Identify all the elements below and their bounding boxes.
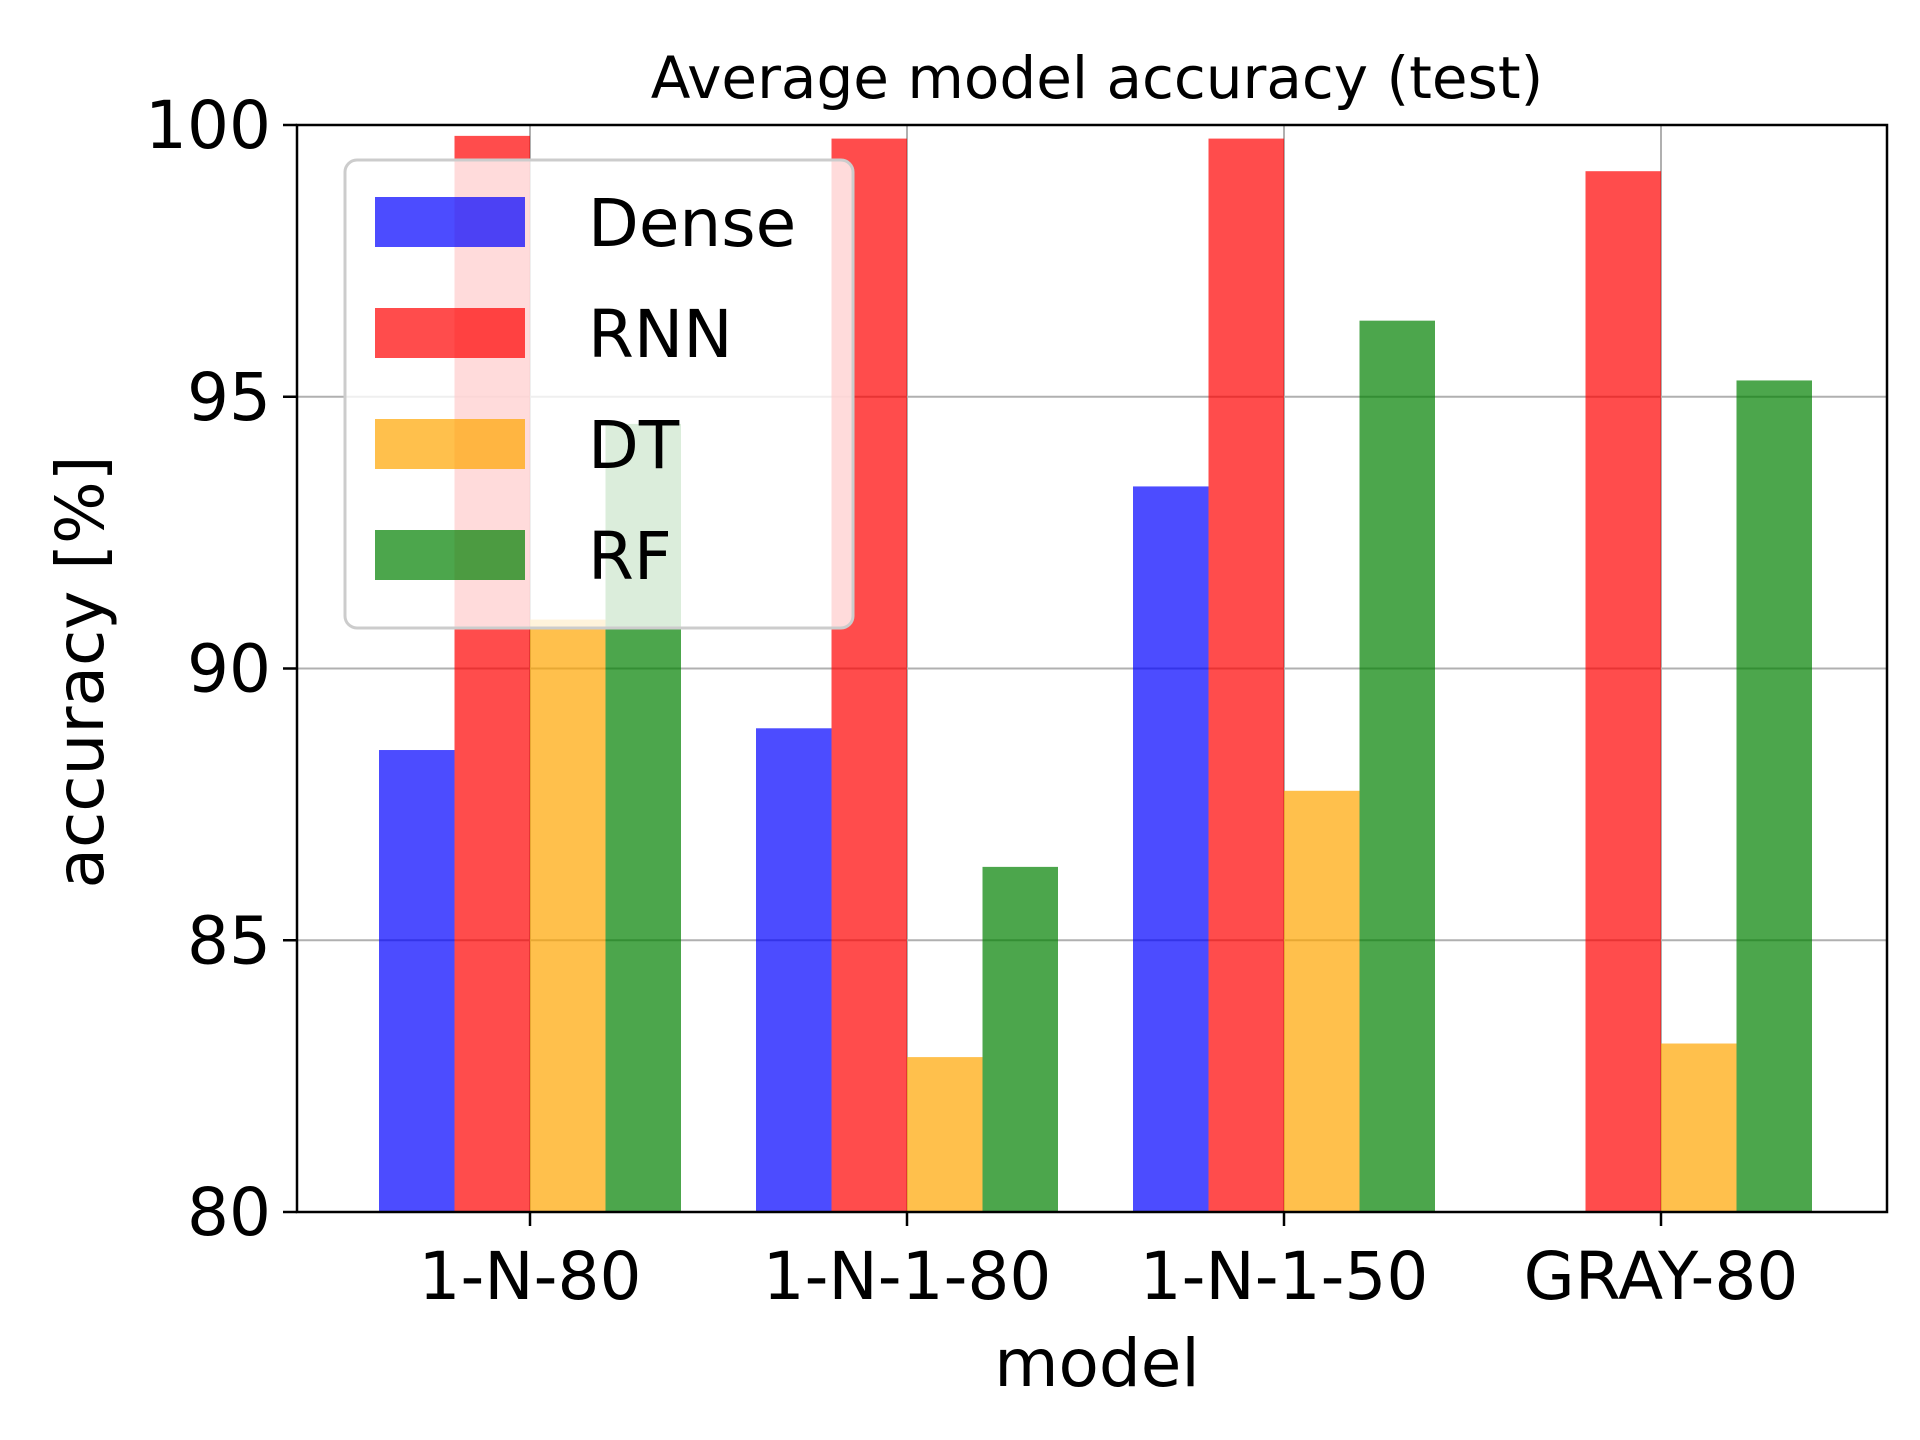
legend-swatch-dense (375, 197, 525, 247)
legend-label-rf: RF (588, 518, 672, 595)
legend-swatch-rf (375, 530, 525, 580)
legend-label-rnn: RNN (588, 296, 733, 373)
bar-dt-0 (530, 619, 606, 1212)
x-tick-label: 1-N-1-50 (1140, 1238, 1429, 1315)
y-tick-label: 80 (187, 1174, 271, 1251)
bar-dt-1 (907, 1057, 983, 1212)
bar-dense-2 (1133, 486, 1209, 1212)
x-tick-label: 1-N-80 (419, 1238, 642, 1315)
legend-swatch-rnn (375, 308, 525, 358)
bar-rnn-2 (1208, 138, 1284, 1212)
chart-title: Average model accuracy (test) (651, 44, 1543, 112)
x-axis-label: model (994, 1325, 1200, 1402)
x-tick-label: GRAY-80 (1524, 1238, 1799, 1315)
ticks: 80 85 90 95 100 1-N-80 1-N-1-80 1-N-1-50 GRAY-80 (145, 87, 1798, 1315)
y-axis-label: accuracy [%] (42, 456, 119, 889)
legend-label-dense: Dense (588, 185, 796, 262)
legend-box (343, 158, 855, 630)
bar-rf-2 (1359, 320, 1435, 1212)
bar-rf-3 (1736, 380, 1812, 1212)
bars (379, 135, 1812, 1212)
x-tick-label: 1-N-1-80 (763, 1238, 1052, 1315)
y-tick-label: 90 (187, 631, 271, 708)
bar-dt-2 (1284, 790, 1360, 1212)
legend: Dense RNN DT RF (343, 158, 855, 630)
legend-swatch-dt (375, 419, 525, 469)
legend-label-dt: DT (588, 407, 680, 484)
bar-dense-0 (379, 750, 455, 1212)
bar-dt-3 (1661, 1043, 1737, 1212)
y-tick-label: 95 (187, 359, 271, 436)
y-tick-label: 85 (187, 902, 271, 979)
y-tick-label: 100 (145, 87, 271, 164)
bar-rnn-3 (1585, 171, 1661, 1212)
bar-rf-1 (982, 866, 1058, 1212)
bar-dense-1 (756, 728, 832, 1212)
